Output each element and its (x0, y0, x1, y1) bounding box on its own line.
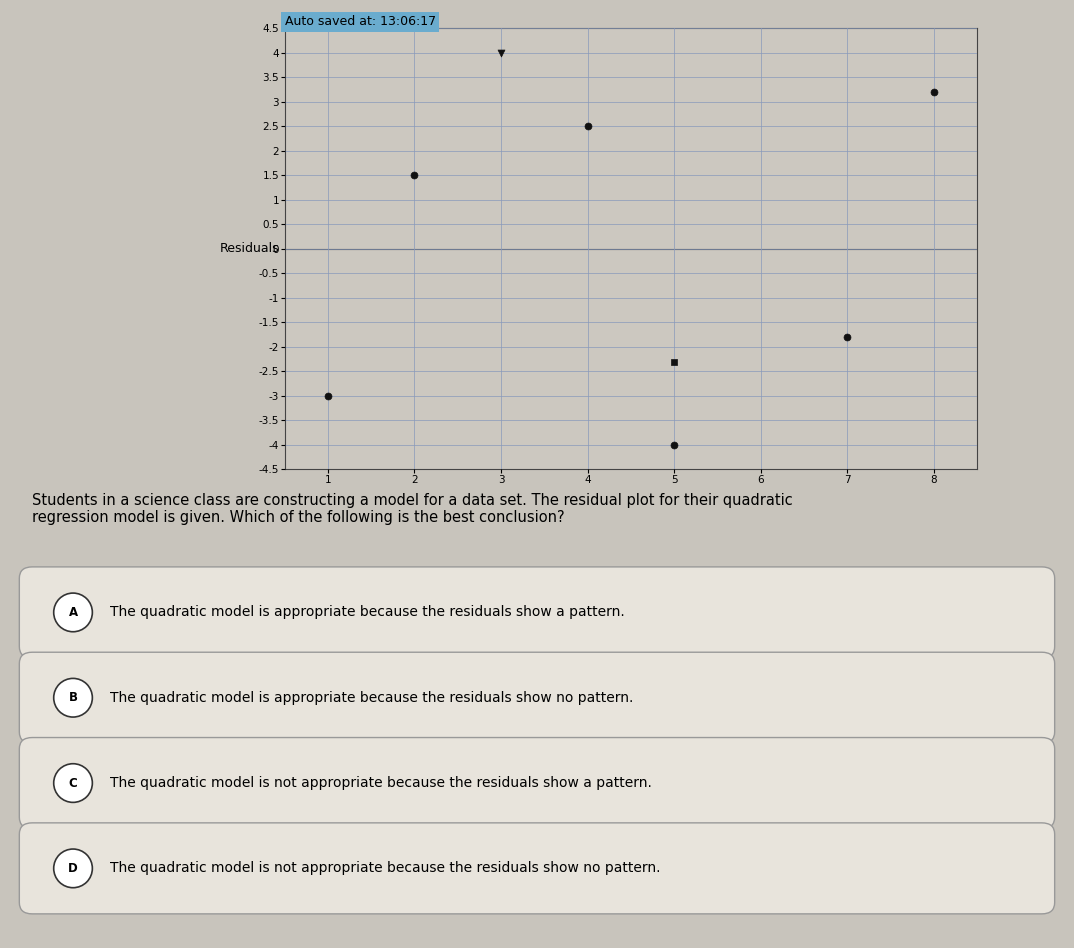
Point (493, 46, 510, 61)
Text: The quadratic model is appropriate because the residuals show a pattern.: The quadratic model is appropriate becau… (110, 606, 624, 619)
Point (666, 437, 683, 452)
Point (406, 168, 423, 183)
Text: B: B (69, 691, 77, 704)
Text: C: C (69, 776, 77, 790)
Text: Auto saved at: 13:06:17: Auto saved at: 13:06:17 (285, 15, 436, 28)
Text: Residuals: Residuals (219, 243, 279, 255)
Text: The quadratic model is not appropriate because the residuals show no pattern.: The quadratic model is not appropriate b… (110, 862, 661, 875)
Point (666, 354, 683, 369)
Point (319, 389, 336, 404)
Text: The quadratic model is appropriate because the residuals show no pattern.: The quadratic model is appropriate becau… (110, 691, 633, 704)
Text: The quadratic model is not appropriate because the residuals show a pattern.: The quadratic model is not appropriate b… (110, 776, 652, 790)
Point (926, 84, 943, 100)
Text: A: A (69, 606, 77, 619)
Text: D: D (68, 862, 78, 875)
Point (579, 118, 596, 134)
Point (839, 330, 856, 345)
Text: Students in a science class are constructing a model for a data set. The residua: Students in a science class are construc… (32, 493, 793, 525)
